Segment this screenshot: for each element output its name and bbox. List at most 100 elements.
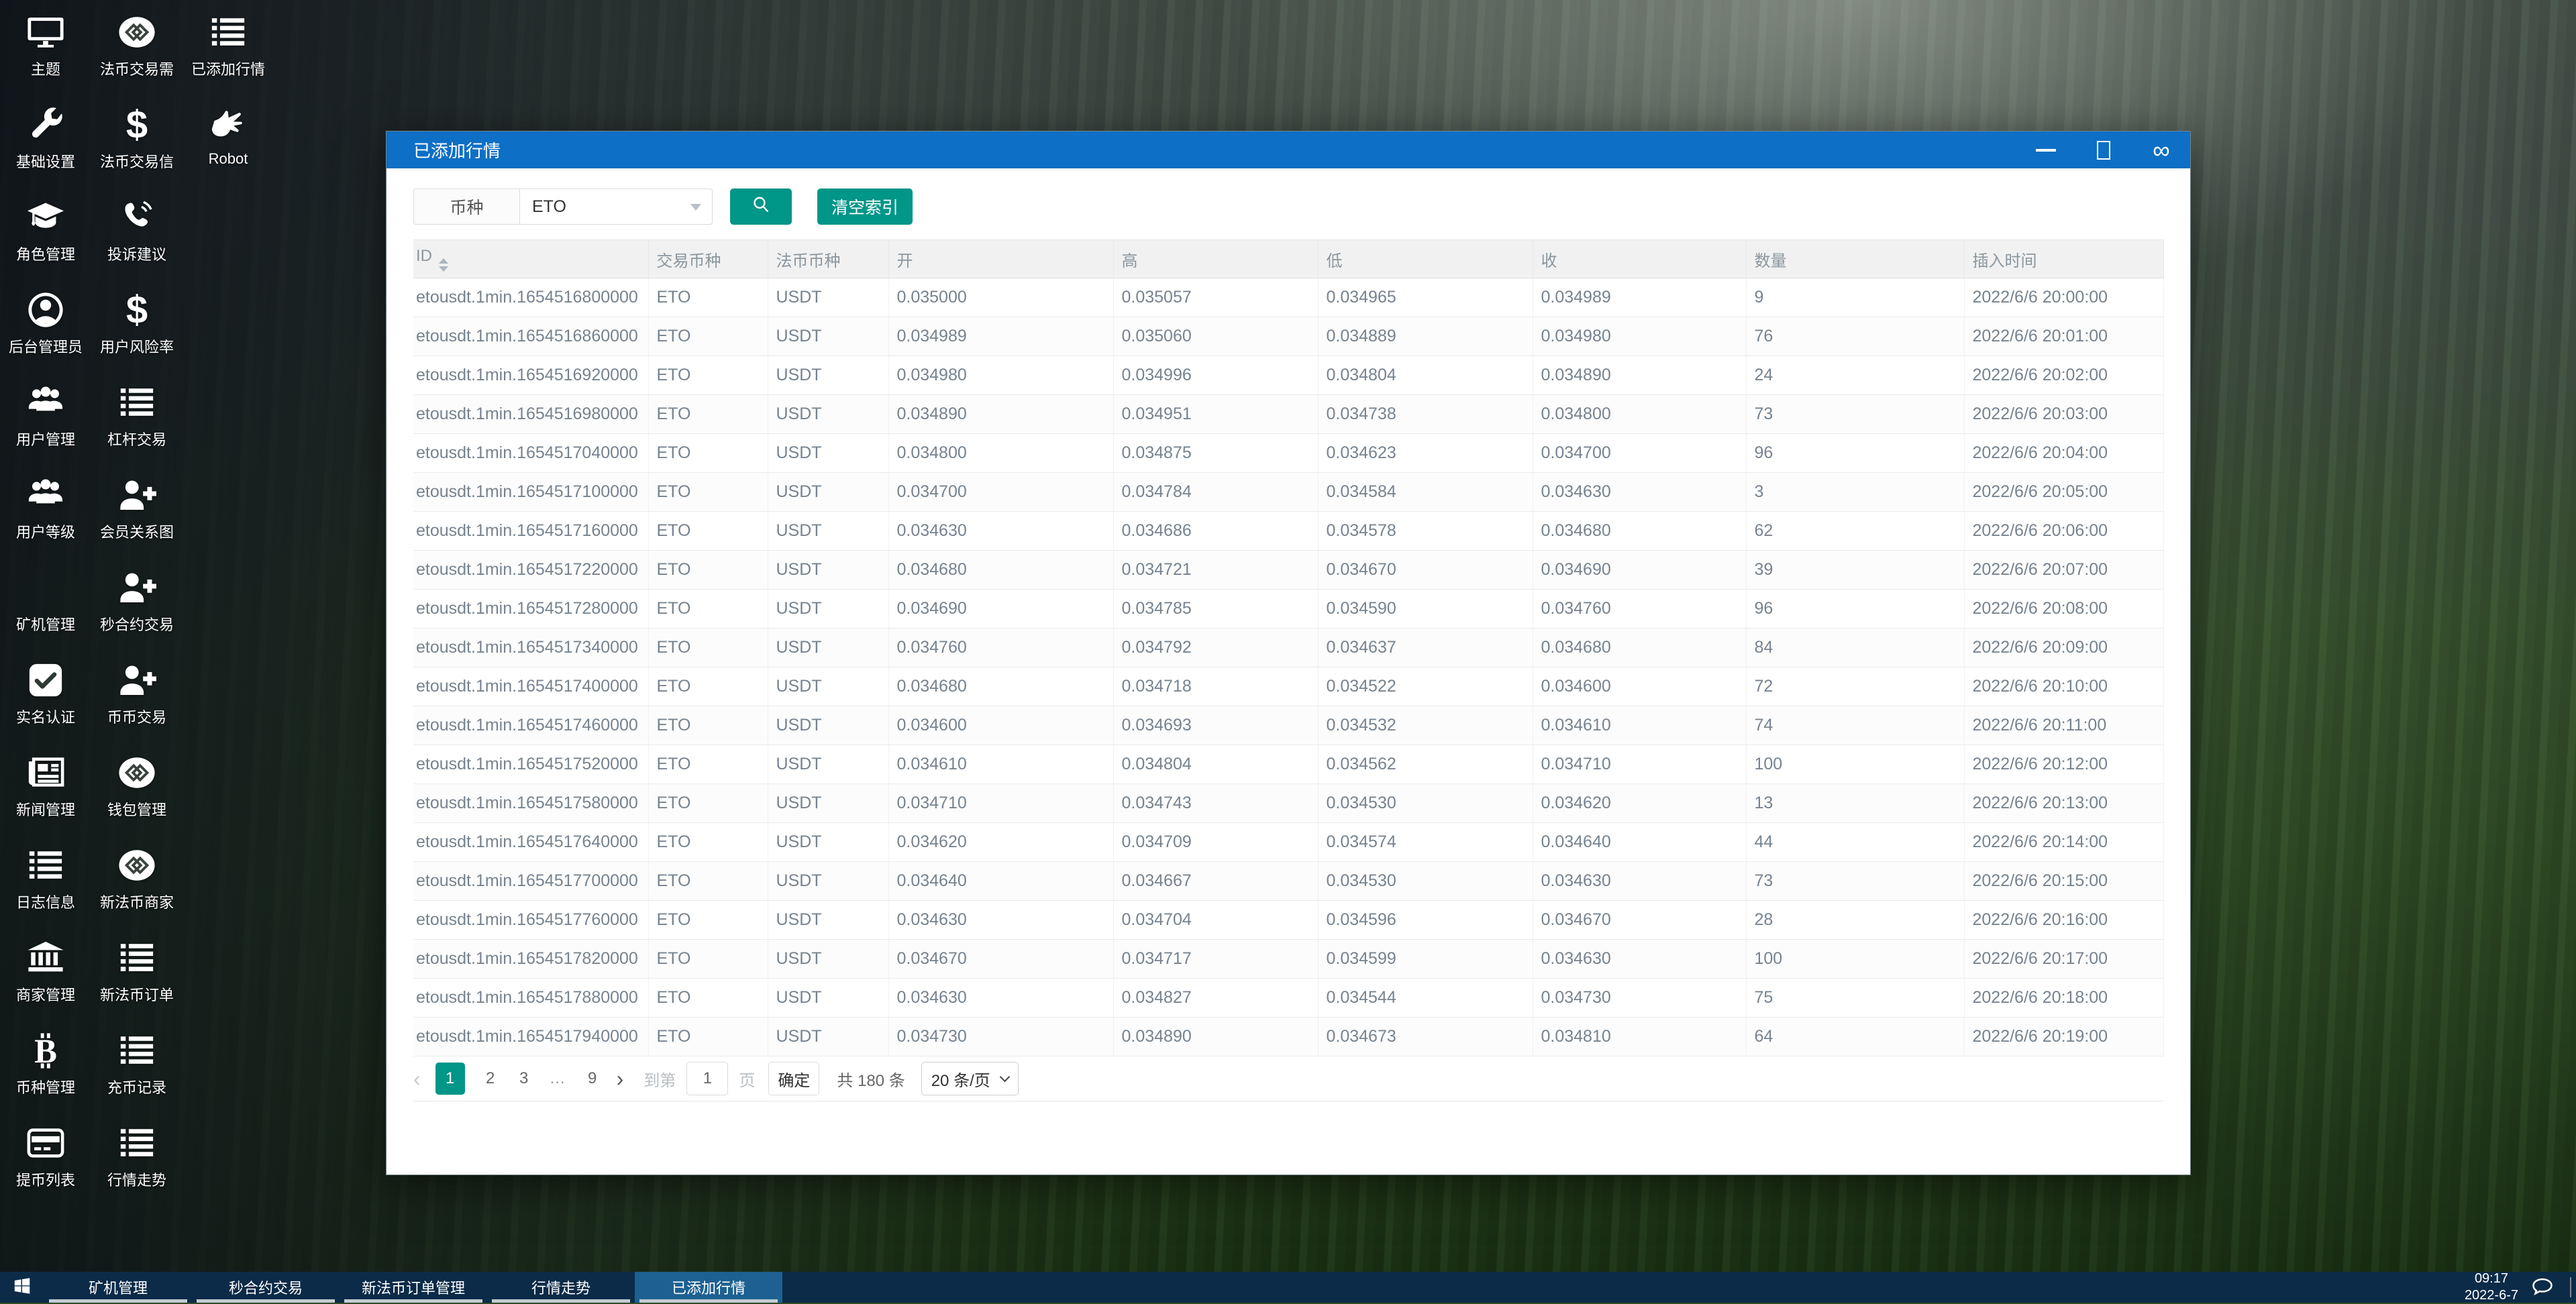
- desktop-icon[interactable]: 投诉建议: [91, 189, 183, 282]
- table-cell: etousdt.1min.1654517700000: [413, 861, 649, 901]
- table-cell: ETO: [648, 1017, 768, 1056]
- taskbar-item[interactable]: 行情走势: [487, 1272, 635, 1303]
- table-cell: etousdt.1min.1654517580000: [413, 783, 649, 823]
- sort-icon[interactable]: [439, 258, 448, 272]
- desktop-icon-label: 实名认证: [15, 709, 75, 726]
- window-controls: ∞: [2017, 131, 2190, 168]
- desktop-icon[interactable]: 充币记录: [91, 1022, 183, 1115]
- table-cell: etousdt.1min.1654517640000: [413, 822, 649, 862]
- desktop-icon[interactable]: 会员关系图: [91, 467, 183, 559]
- taskbar-item[interactable]: 已添加行情: [635, 1272, 782, 1303]
- page-button[interactable]: 3: [519, 1069, 529, 1087]
- table-cell: etousdt.1min.1654517220000: [413, 550, 649, 590]
- page-button[interactable]: 2: [485, 1069, 495, 1087]
- desktop-icon[interactable]: $ 法币交易信: [91, 97, 183, 189]
- start-button[interactable]: [0, 1272, 44, 1303]
- table-cell: etousdt.1min.1654517520000: [413, 745, 649, 784]
- desktop-icon[interactable]: 基础设置: [0, 97, 91, 189]
- desktop-icon[interactable]: 法币交易需: [91, 4, 183, 97]
- show-desktop-divider[interactable]: [2570, 1277, 2571, 1297]
- taskbar-item[interactable]: 秒合约交易: [192, 1272, 340, 1303]
- table-cell: ETO: [648, 550, 768, 590]
- table-cell: etousdt.1min.1654517940000: [413, 1017, 649, 1056]
- desktop-icon-label: 投诉建议: [107, 246, 166, 263]
- desktop-icon[interactable]: 主题: [0, 4, 91, 97]
- table-cell: 28: [1746, 900, 1965, 940]
- page-button[interactable]: 9: [587, 1069, 597, 1087]
- table-cell: 0.034590: [1318, 589, 1533, 629]
- table-cell: 2022/6/6 20:15:00: [1964, 861, 2164, 901]
- goto-page-input[interactable]: 1: [686, 1062, 729, 1095]
- table-cell: 0.034760: [1533, 589, 1747, 629]
- desktop-icon[interactable]: 用户管理: [0, 374, 91, 467]
- table-cell: 2022/6/6 20:12:00: [1964, 745, 2164, 784]
- minimize-button[interactable]: [2017, 131, 2075, 168]
- desktop-icon-label: 新法币商家: [99, 894, 174, 911]
- table-cell: 0.034710: [1533, 745, 1747, 784]
- desktop-icon[interactable]: 新法币商家: [91, 837, 183, 930]
- loop-button[interactable]: ∞: [2132, 131, 2190, 171]
- market-data-window: 已添加行情 ∞ 币种 ETO 清空索引 ID 交易币种 法币币种开高低收数量 插入时间…: [386, 131, 2191, 1175]
- table-cell: 74: [1746, 706, 1965, 745]
- table-cell: 2022/6/6 20:17:00: [1964, 939, 2164, 979]
- table-cell: 0.034574: [1318, 822, 1533, 862]
- desktop-icon[interactable]: 新法币订单: [91, 930, 183, 1022]
- desktop-icon[interactable]: 用户等级: [0, 467, 91, 559]
- taskbar-item[interactable]: 矿机管理: [44, 1272, 192, 1303]
- column-header[interactable]: ID: [413, 239, 649, 278]
- dollar-icon: $: [117, 290, 156, 329]
- window-titlebar[interactable]: 已添加行情 ∞: [387, 131, 2190, 168]
- desktop-icon[interactable]: Robot: [183, 97, 274, 189]
- table-cell: etousdt.1min.1654517460000: [413, 706, 649, 745]
- table-cell: 0.034637: [1318, 628, 1533, 667]
- table-cell: ETO: [648, 511, 768, 551]
- desktop-icon[interactable]: 秒合约交易: [91, 559, 183, 652]
- desktop-icon[interactable]: 钱包管理: [91, 745, 183, 837]
- desktop-icon[interactable]: 已添加行情: [183, 4, 274, 97]
- desktop-icon[interactable]: 日志信息: [0, 837, 91, 930]
- table-cell: 44: [1746, 822, 1965, 862]
- table-cell: ETO: [648, 317, 768, 356]
- table-row: etousdt.1min.1654517640000 ETO USDT 0.03462…: [413, 822, 2164, 862]
- table-row: etousdt.1min.1654517100000 ETO USDT 0.03470…: [413, 472, 2164, 512]
- desktop-icon[interactable]: 实名认证: [0, 652, 91, 745]
- desktop-icon[interactable]: 币币交易: [91, 652, 183, 745]
- desktop-icon[interactable]: 提币列表: [0, 1115, 91, 1207]
- desktop-icon[interactable]: 行情走势: [91, 1115, 183, 1207]
- page-size-select[interactable]: 20 条/页: [921, 1062, 1019, 1095]
- desktop-icon[interactable]: B 币种管理: [0, 1022, 91, 1115]
- confirm-button[interactable]: 确定: [768, 1062, 820, 1095]
- desktop-icon[interactable]: 杠杆交易: [91, 374, 183, 467]
- desktop-icon[interactable]: $ 用户风险率: [91, 282, 183, 374]
- next-page-button[interactable]: ›: [616, 1066, 624, 1091]
- table-row: etousdt.1min.1654517580000 ETO USDT 0.03471…: [413, 783, 2164, 823]
- clear-index-button[interactable]: 清空索引: [817, 188, 913, 225]
- column-header: 插入时间: [1964, 239, 2164, 278]
- chevron-down-icon: [690, 204, 701, 211]
- search-button[interactable]: [730, 188, 792, 225]
- chat-icon[interactable]: [2530, 1275, 2555, 1299]
- table-cell: 0.034800: [888, 433, 1114, 473]
- table-cell: 0.034890: [888, 394, 1114, 434]
- currency-select[interactable]: ETO: [519, 188, 713, 225]
- table-cell: etousdt.1min.1654516980000: [413, 394, 649, 434]
- maximize-button[interactable]: [2075, 131, 2132, 168]
- desktop-icon-label: 法币交易信: [99, 154, 174, 170]
- list-icon: [209, 13, 248, 52]
- page-button-active[interactable]: 1: [435, 1063, 465, 1095]
- table-cell: 24: [1746, 356, 1965, 395]
- table-cell: 0.034785: [1113, 589, 1319, 629]
- desktop-icon[interactable]: 新闻管理: [0, 745, 91, 837]
- table-cell: 0.034792: [1113, 628, 1319, 667]
- table-cell: 0.034730: [1533, 978, 1747, 1018]
- table-cell: 2022/6/6 20:03:00: [1964, 394, 2164, 434]
- desktop-icon[interactable]: 商家管理: [0, 930, 91, 1022]
- taskbar-item[interactable]: 新法币订单管理: [340, 1272, 487, 1303]
- desktop-icon[interactable]: 矿机管理: [0, 559, 91, 652]
- desktop-icon[interactable]: 后台管理员: [0, 282, 91, 374]
- prev-page-button[interactable]: ‹: [413, 1066, 421, 1091]
- desktop-icon[interactable]: 角色管理: [0, 189, 91, 282]
- table-cell: ETO: [648, 433, 768, 473]
- desktop-icon-label: 币种管理: [15, 1079, 75, 1096]
- taskbar-item-list: 矿机管理 秒合约交易 新法币订单管理 行情走势 已添加行情: [44, 1272, 782, 1303]
